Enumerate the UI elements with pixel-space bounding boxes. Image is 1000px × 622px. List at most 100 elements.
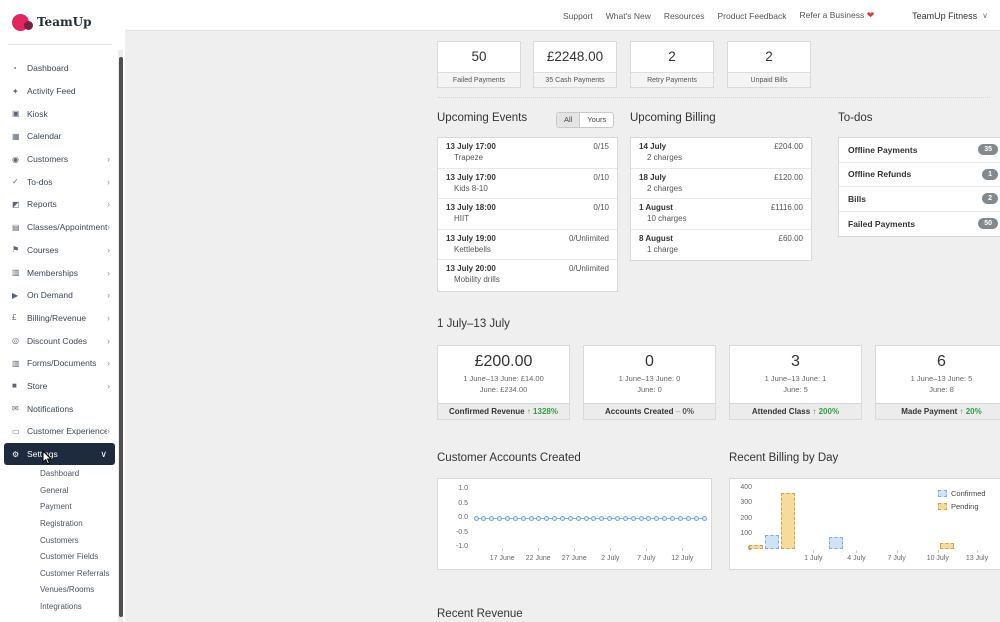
todo-row-offline-refunds[interactable]: Offline Refunds1 (839, 163, 1000, 188)
stat-card-retry-payments[interactable]: 2Retry Payments (630, 41, 714, 88)
todo-row-bills[interactable]: Bills2 (839, 187, 1000, 212)
sidebar-item-customer-experience[interactable]: ▭Customer Experience› (0, 420, 118, 443)
topnav-link-what-s-new[interactable]: What's New (606, 11, 651, 21)
date-range-title: 1 July–13 July (437, 318, 510, 330)
event-datetime: 13 July 17:00 (446, 173, 496, 182)
bar-confirmed-30-june[interactable] (765, 535, 779, 549)
stat-card-35-cash-payments[interactable]: £2248.0035 Cash Payments (533, 41, 617, 88)
sidebar-subitem-integrations[interactable]: Integrations (0, 598, 118, 615)
sidebar-item-dashboard[interactable]: ◔Dashboard (0, 57, 118, 80)
x-axis-tick (938, 550, 939, 553)
sidebar-subitem-dashboard[interactable]: Dashboard (0, 465, 118, 482)
billing-row[interactable]: 18 July£120.002 charges (631, 169, 811, 200)
sidebar-item-settings[interactable]: ⚙Settings∨ (4, 443, 115, 466)
event-capacity: 0/15 (593, 142, 609, 151)
sidebar-subitem-customers[interactable]: Customers (0, 532, 118, 549)
event-row[interactable]: 13 July 17:000/15Trapeze (438, 138, 617, 169)
billing-by-day-chart: 40030020010001 July4 July7 July10 July13… (729, 478, 1000, 570)
recent-revenue-title: Recent Revenue (437, 608, 523, 620)
metric-card-attended-class[interactable]: 31 June–13 June: 1June: 5Attended Class … (729, 345, 862, 420)
metric-card-accounts-created[interactable]: 01 June–13 June: 0June: 0Accounts Create… (583, 345, 716, 420)
sidebar-item-kiosk[interactable]: ▣Kiosk (0, 102, 118, 125)
topnav-link-product-feedback[interactable]: Product Feedback (718, 11, 787, 21)
toggle-all[interactable]: All (557, 113, 580, 127)
sidebar-item-forms-documents[interactable]: ▥Forms/Documents› (0, 352, 118, 375)
event-row[interactable]: 13 July 19:000/UnlimitedKettlebells (438, 230, 617, 261)
sidebar-scrollbar-thumb[interactable] (119, 57, 123, 617)
sidebar-subitem-customer-referrals[interactable]: Customer Referrals (0, 565, 118, 582)
x-axis-tick (646, 548, 647, 551)
sidebar-item-activity-feed[interactable]: ✦Activity Feed (0, 80, 118, 103)
sidebar-item-notifications[interactable]: ✉Notifications (0, 397, 118, 420)
topnav-link-support[interactable]: Support (563, 11, 593, 21)
upcoming-events-panel: 13 July 17:000/15Trapeze13 July 17:000/1… (437, 137, 618, 292)
sidebar-subitem-customer-fields[interactable]: Customer Fields (0, 548, 118, 565)
bar-pending-1-july[interactable] (781, 493, 795, 549)
stat-card-unpaid-bills[interactable]: 2Unpaid Bills (727, 41, 811, 88)
event-row[interactable]: 13 July 20:000/UnlimitedMobility drills (438, 260, 617, 291)
bar-confirmed-4-july[interactable] (829, 537, 843, 549)
bar-pending-11-july[interactable] (940, 543, 954, 549)
account-switcher[interactable]: TeamUp Fitness ∨ (912, 0, 988, 31)
trend-value: 1328% (533, 407, 558, 416)
sidebar-item-to-dos[interactable]: ✓To-dos› (0, 170, 118, 193)
billing-row[interactable]: 8 August£60.001 charge (631, 230, 811, 261)
metric-footer: Accounts Created – 0% (584, 403, 715, 419)
chevron-right-icon: › (107, 336, 110, 346)
sidebar-subitem-payment[interactable]: Payment (0, 499, 118, 516)
sidebar-item-discount-codes[interactable]: ◎Discount Codes› (0, 329, 118, 352)
data-point-marker (702, 516, 707, 521)
todo-count-badge: 1 (982, 169, 998, 180)
topnav-link-resources[interactable]: Resources (664, 11, 705, 21)
courses-icon: ⚑ (12, 245, 27, 254)
y-axis-label: 300 (730, 499, 752, 506)
billing-row[interactable]: 14 July£204.002 charges (631, 138, 811, 169)
x-axis-tick (977, 550, 978, 553)
sidebar-item-label: Memberships (27, 268, 78, 278)
x-axis-tick (538, 548, 539, 551)
todo-row-failed-payments[interactable]: Failed Payments50 (839, 212, 1000, 237)
data-point-marker (631, 516, 636, 521)
todo-label: Offline Payments (848, 145, 917, 155)
sidebar-subitem-general[interactable]: General (0, 482, 118, 499)
mouse-cursor (42, 451, 53, 465)
heart-icon: ❤ (864, 10, 874, 20)
dashboard-icon: ◔ (12, 64, 27, 73)
metric-card-made-payment[interactable]: 61 June–13 June: 5June: 8Made Payment ↑ … (875, 345, 1000, 420)
billing-row[interactable]: 1 August£1116.0010 charges (631, 199, 811, 230)
sidebar-item-memberships[interactable]: ▥Memberships› (0, 261, 118, 284)
data-point-marker (505, 516, 510, 521)
sidebar-subitem-registration[interactable]: Registration (0, 515, 118, 532)
sidebar-item-billing-revenue[interactable]: £Billing/Revenue› (0, 307, 118, 330)
topnav-link-refer-a-business[interactable]: Refer a Business ❤ (799, 10, 874, 21)
data-point-marker (544, 516, 549, 521)
toggle-yours[interactable]: Yours (580, 113, 613, 127)
sidebar-item-customers[interactable]: ◉Customers› (0, 148, 118, 171)
metric-month: June: 8 (876, 385, 1000, 396)
brand-logo[interactable]: TeamUp (12, 8, 92, 36)
y-axis-label: 0.5 (446, 500, 468, 507)
sidebar-item-courses[interactable]: ⚑Courses› (0, 239, 118, 262)
sidebar-item-reports[interactable]: ◩Reports› (0, 193, 118, 216)
sidebar-item-calendar[interactable]: ▦Calendar (0, 125, 118, 148)
sidebar-item-label: Kiosk (27, 109, 48, 119)
data-point-marker (481, 516, 486, 521)
todo-label: Failed Payments (848, 219, 915, 229)
notifications-icon: ✉ (12, 404, 27, 413)
sidebar-item-store[interactable]: ■Store› (0, 375, 118, 398)
chevron-right-icon: › (107, 358, 110, 368)
todo-row-offline-payments[interactable]: Offline Payments35 (839, 138, 1000, 163)
y-axis-label: 100 (730, 530, 752, 537)
event-row[interactable]: 13 July 18:000/10HIIT (438, 199, 617, 230)
event-row[interactable]: 13 July 17:000/10Kids 8-10 (438, 169, 617, 200)
sidebar-item-label: Customer Experience (27, 426, 107, 436)
sidebar-item-classes-appointments[interactable]: ▤Classes/Appointments› (0, 216, 118, 239)
sidebar-item-on-demand[interactable]: ▶On Demand› (0, 284, 118, 307)
sidebar-item-label: Reports (27, 199, 57, 209)
bar-pending-29-june[interactable] (749, 545, 763, 549)
stat-card-failed-payments[interactable]: 50Failed Payments (437, 41, 521, 88)
todos-panel: Offline Payments35Offline Refunds1Bills2… (838, 137, 1000, 237)
stat-value: 2 (728, 42, 810, 72)
metric-card-confirmed-revenue[interactable]: £200.001 June–13 June: £14.00June: £234.… (437, 345, 570, 420)
sidebar-subitem-venues-rooms[interactable]: Venues/Rooms (0, 582, 118, 599)
